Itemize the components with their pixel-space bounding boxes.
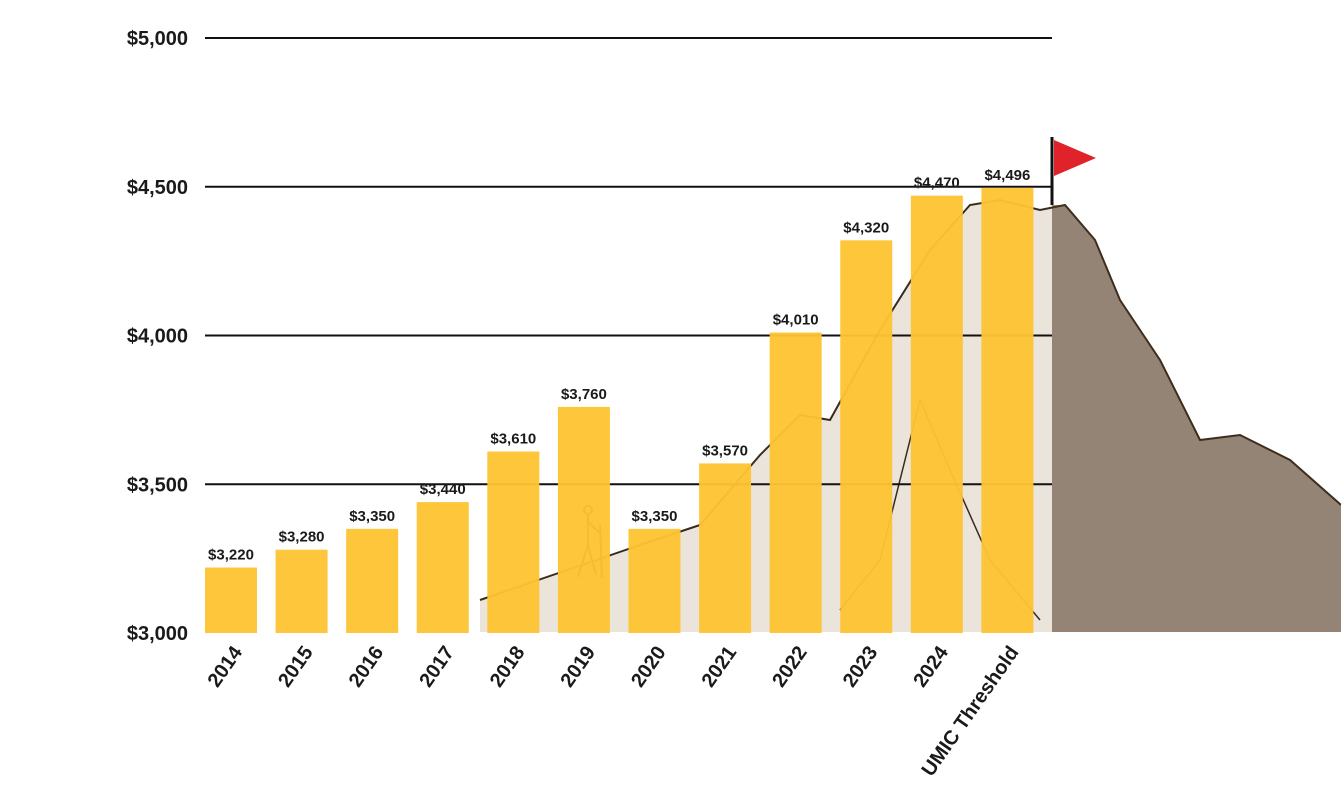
bar [769,332,822,633]
x-axis-ticks: 2014 2015 2016 2017 2018 2019 2020 2021 2022 2023… [204,642,1024,781]
data-label: $3,280 [279,529,325,546]
mountain-right-face [1052,205,1341,632]
data-label: $3,350 [349,508,395,525]
x-tick-label: 2014 [204,642,248,692]
bar [981,187,1034,633]
x-tick-label: 2015 [274,642,318,691]
data-label: $4,470 [914,175,960,192]
data-label: $3,350 [632,508,678,525]
bar [910,195,963,634]
y-axis-ticks: $3,000 $3,500 $4,000 $4,500 $5,000 [127,28,188,645]
bar [205,567,257,633]
x-tick-label: 2023 [839,642,883,691]
data-label: $3,610 [490,431,536,448]
y-tick-label: $4,500 [127,177,188,199]
bar [416,502,469,633]
bar [346,528,399,633]
bar [840,240,893,634]
y-tick-label: $4,000 [127,326,188,348]
bar [699,463,752,633]
bars [205,187,1034,634]
bar [628,528,681,633]
data-label: $4,320 [843,219,889,236]
data-label: $3,440 [420,481,466,498]
bar [487,451,540,633]
x-tick-label: 2024 [909,642,953,692]
data-label: $3,570 [702,442,748,459]
x-tick-label: 2022 [768,642,812,691]
y-tick-label: $3,000 [127,623,188,645]
x-tick-label: 2017 [415,642,459,691]
x-tick-label: 2020 [627,642,671,691]
data-label: $4,010 [773,312,819,329]
bar [275,549,328,633]
bar [557,406,610,633]
data-label: $4,496 [984,167,1030,184]
x-tick-label: 2021 [698,642,742,691]
data-labels: $3,220 $3,280 $3,350 $3,440 $3,610 $3,760 $3,3… [208,167,1030,564]
x-tick-label: 2018 [486,642,530,691]
data-label: $3,220 [208,547,254,564]
y-tick-label: $3,500 [127,474,188,496]
data-label: $3,760 [561,386,607,403]
x-tick-label: 2016 [345,642,389,691]
flag-icon [1050,137,1096,205]
y-tick-label: $5,000 [127,28,188,50]
x-tick-label: 2019 [556,642,600,691]
